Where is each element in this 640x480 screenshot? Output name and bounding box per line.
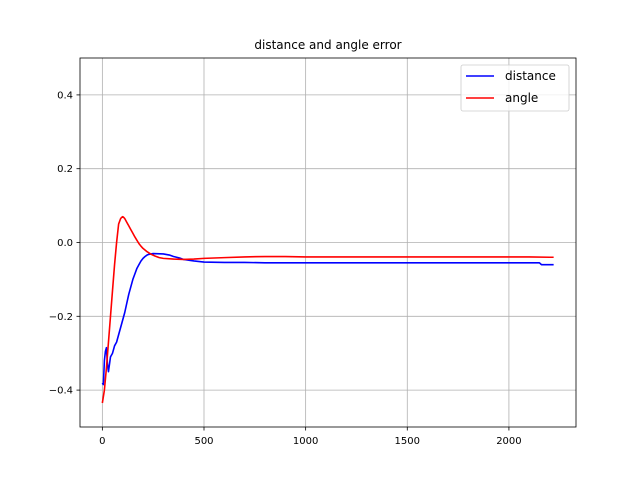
series-line-angle: [101, 215, 554, 404]
legend-label-distance: distance: [505, 69, 556, 83]
chart-title: distance and angle error: [254, 38, 401, 52]
y-tick-label: 0.4: [57, 90, 73, 101]
y-tick-label: −0.4: [49, 386, 73, 397]
x-tick-label: 1000: [293, 436, 318, 447]
legend: distance angle: [460, 64, 570, 112]
legend-label-angle: angle: [505, 91, 538, 105]
axis-ticks: 0 500 1000 1500 2000 −0.4 −0.2 0.0 0.2 0.4: [49, 90, 522, 447]
y-tick-label: −0.2: [49, 312, 73, 323]
x-tick-label: 500: [194, 436, 213, 447]
y-tick-label: 0.2: [57, 164, 73, 175]
x-tick-label: 1500: [395, 436, 420, 447]
y-tick-label: 0.0: [57, 238, 73, 249]
x-tick-label: 0: [99, 436, 105, 447]
x-tick-label: 2000: [496, 436, 521, 447]
series-group: [101, 215, 554, 404]
